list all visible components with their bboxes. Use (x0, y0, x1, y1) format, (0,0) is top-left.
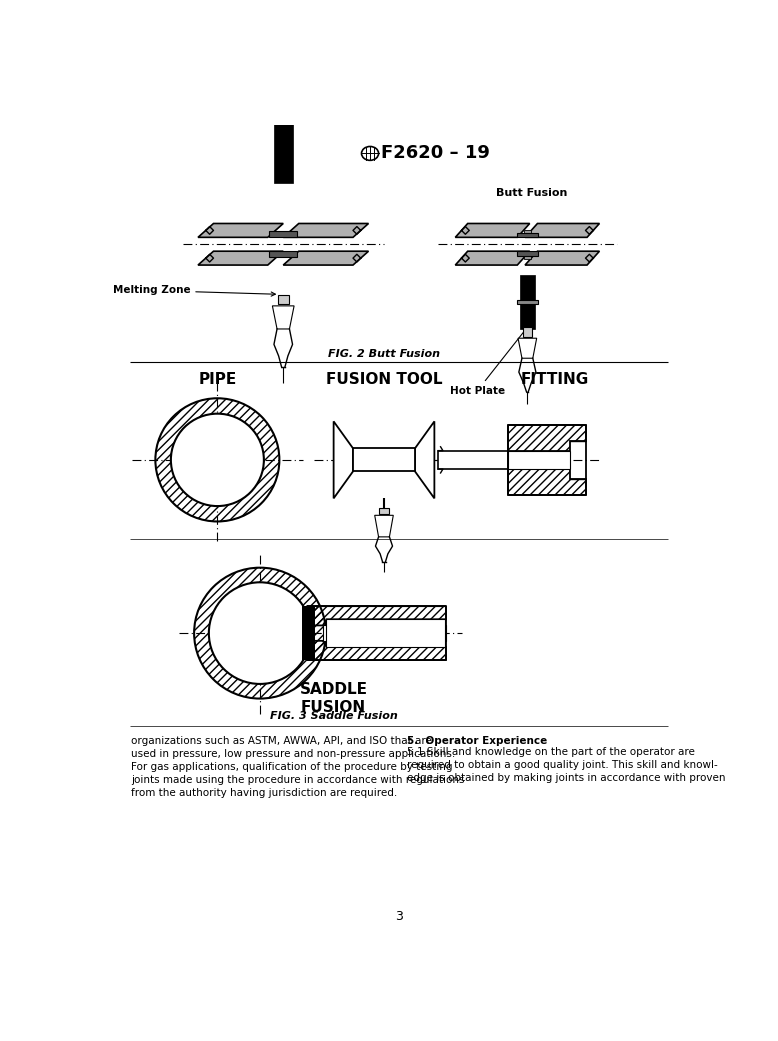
Circle shape (209, 582, 311, 684)
Text: 5.  Operator Experience: 5. Operator Experience (407, 736, 548, 745)
Circle shape (171, 413, 264, 506)
Polygon shape (283, 251, 369, 265)
Bar (438, 451, 508, 469)
Bar (353, 449, 415, 472)
Bar (508, 451, 570, 469)
Polygon shape (302, 606, 315, 660)
Text: organizations such as ASTM, AWWA, API, and ISO that are
used in pressure, low pr: organizations such as ASTM, AWWA, API, a… (131, 736, 464, 798)
Bar (517, 233, 538, 237)
Polygon shape (198, 224, 283, 237)
Text: Butt Fusion: Butt Fusion (496, 187, 567, 198)
Text: FUSION TOOL: FUSION TOOL (326, 372, 442, 386)
Polygon shape (415, 422, 434, 499)
Bar (524, 230, 531, 237)
Polygon shape (455, 251, 530, 265)
Polygon shape (198, 251, 283, 265)
Bar (517, 300, 538, 304)
Text: 3: 3 (394, 910, 403, 923)
Bar (520, 275, 535, 329)
Polygon shape (334, 422, 353, 499)
Bar (323, 626, 446, 641)
Polygon shape (525, 224, 600, 237)
Bar (274, 68, 293, 182)
Text: FIG. 2 Butt Fusion: FIG. 2 Butt Fusion (328, 350, 440, 359)
Bar (269, 251, 297, 257)
Text: Melting Zone: Melting Zone (113, 285, 275, 296)
Bar (523, 328, 532, 336)
Polygon shape (283, 224, 369, 237)
Polygon shape (272, 306, 294, 329)
Text: PIPE: PIPE (198, 372, 237, 386)
Bar (379, 508, 390, 514)
Text: 5.1 Skill and knowledge on the part of the operator are
required to obtain a goo: 5.1 Skill and knowledge on the part of t… (407, 747, 726, 784)
Text: SADDLE
FUSION: SADDLE FUSION (300, 682, 368, 715)
Bar (524, 251, 531, 259)
Polygon shape (518, 338, 537, 358)
Polygon shape (375, 515, 394, 537)
Polygon shape (455, 224, 530, 237)
Text: FIG. 3 Saddle Fusion: FIG. 3 Saddle Fusion (270, 711, 398, 721)
Bar (278, 295, 289, 304)
Bar (517, 251, 538, 256)
Text: FITTING: FITTING (520, 372, 589, 386)
Bar (269, 231, 297, 237)
Polygon shape (525, 251, 600, 265)
Text: Hot Plate: Hot Plate (450, 321, 533, 396)
Text: F2620 – 19: F2620 – 19 (381, 145, 490, 162)
Bar (326, 619, 445, 646)
